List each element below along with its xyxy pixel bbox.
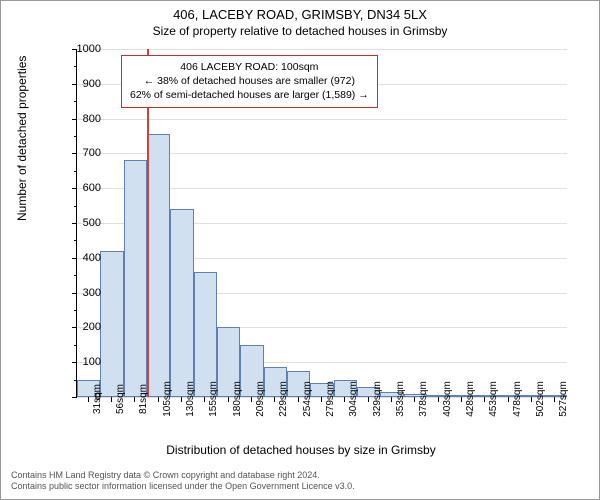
y-minor-tick bbox=[74, 310, 77, 311]
x-tick bbox=[111, 397, 112, 402]
x-tick bbox=[251, 397, 252, 402]
x-tick bbox=[484, 397, 485, 402]
x-axis-label: Distribution of detached houses by size … bbox=[1, 443, 600, 457]
histogram-bar bbox=[194, 272, 217, 397]
y-minor-tick bbox=[74, 171, 77, 172]
x-tick bbox=[88, 397, 89, 402]
annotation-line-3: 62% of semi-detached houses are larger (… bbox=[130, 88, 369, 102]
gridline bbox=[77, 49, 567, 50]
histogram-bar bbox=[100, 251, 123, 397]
footer-line-1: Contains HM Land Registry data © Crown c… bbox=[11, 470, 355, 482]
x-tick-label: 353sqm bbox=[395, 381, 406, 417]
x-tick bbox=[134, 397, 135, 402]
x-tick-label: 180sqm bbox=[232, 381, 243, 417]
gridline bbox=[77, 119, 567, 120]
x-tick bbox=[531, 397, 532, 402]
x-tick bbox=[158, 397, 159, 402]
x-tick-label: 428sqm bbox=[465, 381, 476, 417]
x-tick-label: 527sqm bbox=[558, 381, 569, 417]
annotation-line-1: 406 LACEBY ROAD: 100sqm bbox=[130, 60, 369, 74]
page-subtitle: Size of property relative to detached ho… bbox=[1, 22, 599, 38]
y-axis-label: Number of detached properties bbox=[15, 56, 29, 221]
x-tick-label: 105sqm bbox=[162, 381, 173, 417]
annotation-box: 406 LACEBY ROAD: 100sqm ← 38% of detache… bbox=[121, 55, 378, 108]
x-tick-label: 254sqm bbox=[302, 381, 313, 417]
y-minor-tick bbox=[74, 275, 77, 276]
x-tick-label: 81sqm bbox=[138, 384, 149, 414]
x-tick bbox=[554, 397, 555, 402]
x-tick bbox=[438, 397, 439, 402]
y-tick-label: 200 bbox=[71, 321, 101, 333]
x-tick-label: 130sqm bbox=[185, 381, 196, 417]
x-tick-label: 209sqm bbox=[255, 381, 266, 417]
y-tick-label: 1000 bbox=[71, 43, 101, 55]
y-minor-tick bbox=[74, 101, 77, 102]
x-tick-label: 56sqm bbox=[115, 384, 126, 414]
x-tick bbox=[461, 397, 462, 402]
y-minor-tick bbox=[74, 136, 77, 137]
x-tick bbox=[321, 397, 322, 402]
histogram-bar bbox=[170, 209, 193, 397]
footer-line-2: Contains public sector information licen… bbox=[11, 481, 355, 493]
x-tick-label: 155sqm bbox=[208, 381, 219, 417]
y-tick-label: 100 bbox=[71, 356, 101, 368]
y-minor-tick bbox=[74, 66, 77, 67]
x-tick-label: 502sqm bbox=[535, 381, 546, 417]
x-tick bbox=[274, 397, 275, 402]
x-tick bbox=[344, 397, 345, 402]
x-tick-label: 304sqm bbox=[348, 381, 359, 417]
y-tick-label: 700 bbox=[71, 147, 101, 159]
x-tick bbox=[508, 397, 509, 402]
x-tick bbox=[228, 397, 229, 402]
histogram-bar bbox=[124, 160, 147, 397]
x-tick bbox=[204, 397, 205, 402]
x-tick-label: 31sqm bbox=[92, 384, 103, 414]
y-tick-label: 500 bbox=[71, 217, 101, 229]
x-tick bbox=[181, 397, 182, 402]
annotation-line-2: ← 38% of detached houses are smaller (97… bbox=[130, 74, 369, 88]
x-tick-label: 279sqm bbox=[325, 381, 336, 417]
y-tick-label: 400 bbox=[71, 252, 101, 264]
y-minor-tick bbox=[74, 206, 77, 207]
x-tick bbox=[298, 397, 299, 402]
x-tick-label: 229sqm bbox=[278, 381, 289, 417]
x-tick bbox=[368, 397, 369, 402]
y-tick-label: 300 bbox=[71, 287, 101, 299]
footer: Contains HM Land Registry data © Crown c… bbox=[11, 470, 355, 493]
x-tick-label: 403sqm bbox=[442, 381, 453, 417]
y-tick-label: 900 bbox=[71, 78, 101, 90]
x-tick-label: 453sqm bbox=[488, 381, 499, 417]
x-tick-label: 378sqm bbox=[418, 381, 429, 417]
y-tick-label: 800 bbox=[71, 113, 101, 125]
page-title: 406, LACEBY ROAD, GRIMSBY, DN34 5LX bbox=[1, 1, 599, 22]
x-tick bbox=[414, 397, 415, 402]
chart-container: 406, LACEBY ROAD, GRIMSBY, DN34 5LX Size… bbox=[0, 0, 600, 500]
y-minor-tick bbox=[74, 240, 77, 241]
histogram-bar bbox=[147, 134, 170, 397]
x-tick bbox=[391, 397, 392, 402]
x-tick-label: 329sqm bbox=[372, 381, 383, 417]
y-minor-tick bbox=[74, 345, 77, 346]
y-tick-label: 600 bbox=[71, 182, 101, 194]
x-tick-label: 478sqm bbox=[512, 381, 523, 417]
